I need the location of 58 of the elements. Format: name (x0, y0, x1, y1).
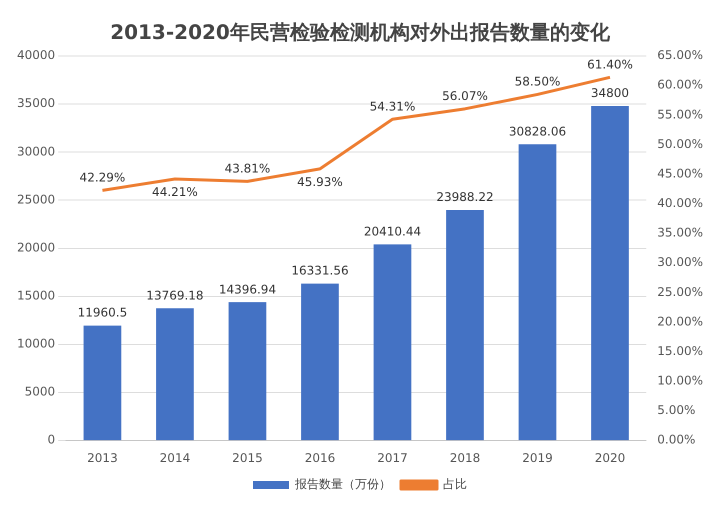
y-tick-label: 15000 (16, 288, 56, 302)
y2-tick-label: 25.00% (657, 284, 704, 299)
x-tick-label: 2019 (522, 450, 553, 465)
data-label: 44.21% (152, 185, 198, 200)
data-label: 42.29% (80, 170, 126, 184)
y2-tick-label: 60.00% (657, 78, 704, 92)
bar (228, 302, 266, 440)
bar (84, 326, 122, 440)
data-label: 45.93% (297, 174, 343, 189)
x-tick-label: 2015 (232, 450, 263, 465)
data-label: 43.81% (224, 162, 270, 176)
data-label: 23988.22 (436, 190, 494, 204)
legend-label: 报告数量（万份） (294, 477, 391, 492)
data-label: 20410.44 (364, 224, 422, 238)
data-label: 34800 (590, 86, 630, 100)
data-label: 14396.94 (218, 282, 276, 296)
y2-tick-label: 5.00% (657, 403, 696, 418)
x-tick-label: 2013 (87, 450, 118, 465)
y2-tick-label: 20.00% (657, 314, 704, 328)
y-tick-label: 10000 (16, 336, 56, 351)
y-tick-label: 25000 (16, 192, 56, 206)
y2-tick-label: 65.00% (657, 48, 704, 62)
y2-tick-label: 0.00% (657, 432, 696, 447)
y2-tick-label: 35.00% (657, 226, 704, 240)
data-label: 58.50% (514, 74, 560, 89)
data-label: 30828.06 (508, 124, 566, 138)
y-tick-label: 35000 (16, 96, 56, 110)
bar (446, 210, 484, 440)
x-tick-label: 2020 (594, 450, 626, 465)
y-tick-label: 30000 (16, 144, 56, 158)
data-label: 56.07% (442, 88, 488, 103)
x-tick-label: 2014 (160, 450, 190, 465)
x-tick-label: 2016 (304, 450, 336, 465)
bar (156, 308, 194, 440)
y-tick-label: 40000 (16, 48, 56, 62)
y2-tick-label: 15.00% (657, 344, 704, 358)
bar (518, 144, 556, 440)
x-tick-label: 2017 (377, 450, 408, 465)
x-tick-label: 2018 (450, 450, 480, 465)
bar (374, 244, 412, 440)
data-label: 61.40% (587, 57, 633, 72)
data-label: 16331.56 (291, 264, 349, 278)
data-label: 13769.18 (146, 288, 204, 302)
y-tick-label: 0 (48, 432, 56, 447)
y2-tick-label: 30.00% (657, 255, 704, 270)
y2-tick-label: 45.00% (657, 166, 704, 180)
bar (301, 284, 339, 440)
data-label: 11960.5 (78, 306, 128, 320)
data-label: 54.31% (370, 99, 416, 114)
y2-tick-label: 50.00% (657, 136, 704, 151)
y2-tick-label: 40.00% (657, 196, 704, 210)
y2-tick-label: 10.00% (657, 374, 704, 388)
y2-tick-label: 55.00% (657, 107, 704, 122)
y-tick-label: 5000 (24, 384, 56, 399)
legend-label: 占比 (443, 477, 467, 492)
y-tick-label: 20000 (16, 240, 56, 254)
chart-title: 2013-2020年民营检验检测机构对外出报告数量的变化 (110, 20, 611, 44)
bar (591, 106, 629, 440)
